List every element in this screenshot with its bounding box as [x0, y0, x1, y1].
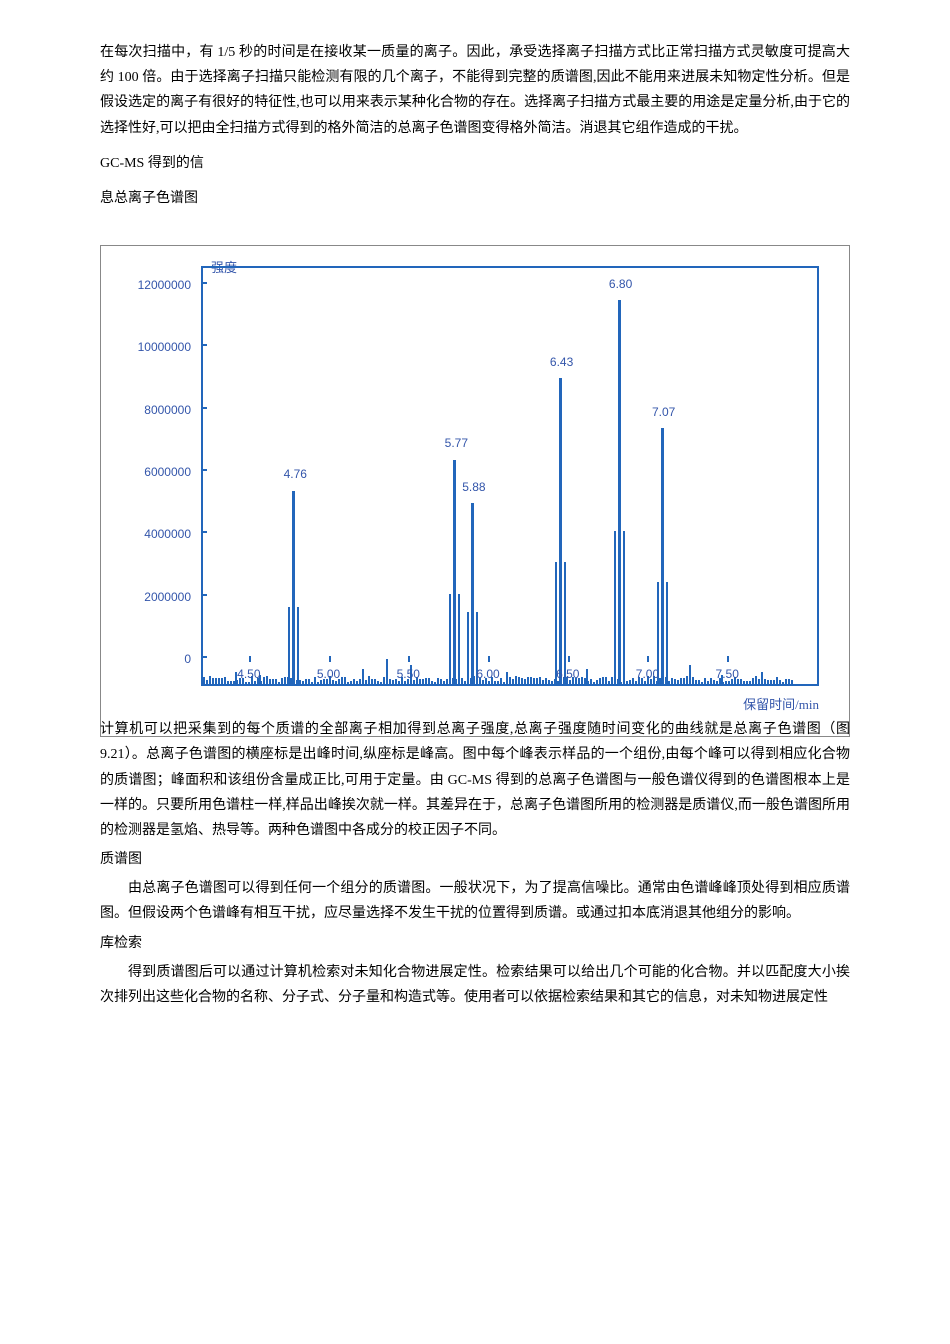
x-tick-label: 5.00	[309, 664, 349, 686]
paragraph-3: 由总离子色谱图可以得到任何一个组分的质谱图。一般状况下，为了提高信噪比。通常由色…	[100, 876, 850, 926]
section-title-3: 质谱图	[100, 847, 850, 872]
chromatogram-peak	[559, 378, 562, 684]
chromatogram-peak	[661, 428, 664, 684]
x-tick-label: 7.50	[707, 664, 747, 686]
paragraph-2: 计算机可以把采集到的每个质谱的全部离子相加得到总离子强度,总离子强度随时间变化的…	[100, 717, 850, 843]
x-tick-label: 6.50	[548, 664, 588, 686]
peak-label: 5.77	[441, 433, 471, 455]
chromatogram-chart: 强度 4.765.775.886.436.807.07 保留时间/min 020…	[100, 245, 850, 737]
paragraph-1: 在每次扫描中，有 1/5 秒的时间是在接收某一质量的离子。因此，承受选择离子扫描…	[100, 40, 850, 141]
chart-plot-area: 4.76 5.77 5.88 6.43 6.80 7.07	[201, 266, 819, 686]
y-tick-label: 4000000	[121, 524, 191, 546]
y-tick-label: 10000000	[121, 337, 191, 359]
section-title-4: 库检索	[100, 931, 850, 956]
chromatogram-peak	[471, 503, 474, 684]
x-tick-label: 4.50	[229, 664, 269, 686]
y-tick-label: 0	[121, 649, 191, 671]
y-tick-label: 12000000	[121, 275, 191, 297]
peak-label: 7.07	[649, 402, 679, 424]
chromatogram-peak	[618, 300, 621, 684]
y-tick-label: 6000000	[121, 462, 191, 484]
x-tick-label: 5.50	[388, 664, 428, 686]
paragraph-4: 得到质谱图后可以通过计算机检索对未知化合物进展定性。检索结果可以给出几个可能的化…	[100, 960, 850, 1010]
y-tick-label: 8000000	[121, 400, 191, 422]
section-title-1: GC-MS 得到的信	[100, 151, 850, 176]
peak-label: 6.43	[547, 352, 577, 374]
peak-label: 4.76	[280, 464, 310, 486]
chromatogram-peak	[292, 491, 295, 684]
x-tick-label: 6.00	[468, 664, 508, 686]
peak-label: 6.80	[606, 274, 636, 296]
chromatogram-peak	[453, 460, 456, 685]
x-tick-label: 7.00	[627, 664, 667, 686]
peak-label: 5.88	[459, 477, 489, 499]
y-tick-label: 2000000	[121, 587, 191, 609]
x-axis-label: 保留时间/min	[743, 693, 819, 716]
section-title-2: 息总离子色谱图	[100, 186, 850, 211]
